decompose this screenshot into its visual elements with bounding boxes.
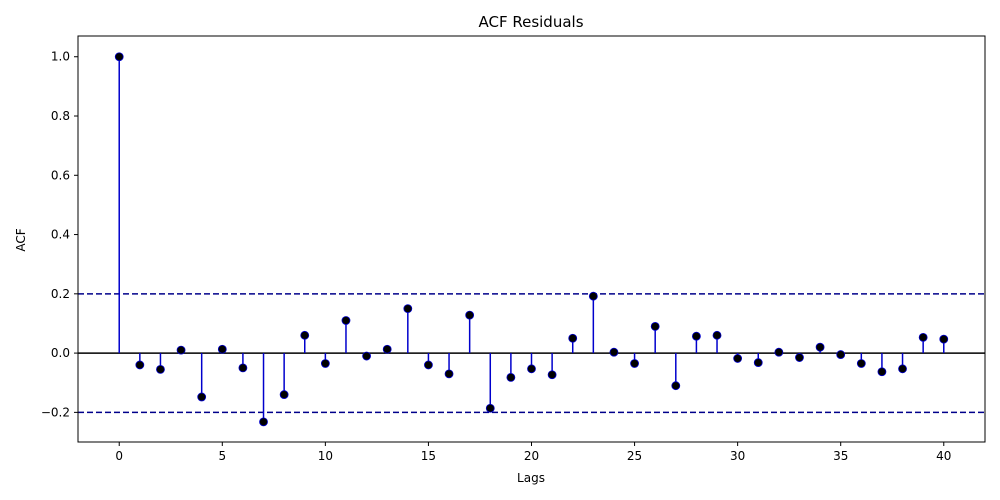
marker-lag-26 bbox=[650, 322, 660, 331]
x-tick-label-20: 20 bbox=[524, 449, 539, 463]
y-tick-label-2: 0.2 bbox=[51, 287, 70, 301]
marker-lag-38 bbox=[898, 364, 907, 374]
marker-lag-30 bbox=[733, 354, 743, 363]
marker-lag-8 bbox=[279, 390, 289, 399]
marker-lag-12 bbox=[362, 351, 371, 361]
marker-lag-37 bbox=[877, 367, 887, 377]
y-axis-label: ACF bbox=[14, 228, 28, 251]
marker-lag-24 bbox=[609, 347, 619, 357]
marker-lag-13 bbox=[382, 344, 392, 354]
marker-lag-15 bbox=[424, 360, 433, 370]
x-tick-label-40: 40 bbox=[936, 449, 951, 463]
y-tick-label-5: 0.8 bbox=[51, 109, 70, 123]
y-tick-label-4: 0.6 bbox=[51, 168, 70, 182]
marker-lag-11 bbox=[341, 316, 351, 325]
marker-lag-22 bbox=[568, 333, 578, 343]
marker-lag-27 bbox=[671, 381, 681, 391]
x-tick-label-10: 10 bbox=[318, 449, 333, 463]
y-tick-label-3: 0.4 bbox=[51, 228, 70, 242]
plot-area: 0 5 10 15 20 25 30 35 40 −0.2 0.0 0.2 0.4 0.6 0.8 1.0 bbox=[41, 35, 986, 463]
x-axis-label: Lags bbox=[517, 471, 545, 485]
marker-lag-1 bbox=[135, 360, 145, 370]
marker-lag-6 bbox=[238, 363, 248, 373]
marker-lag-18 bbox=[485, 403, 495, 413]
marker-lag-29 bbox=[712, 330, 722, 340]
x-tick-label-25: 25 bbox=[627, 449, 642, 463]
marker-lag-3 bbox=[176, 345, 186, 355]
chart-title: ACF Residuals bbox=[478, 13, 583, 31]
x-tick-label-35: 35 bbox=[833, 449, 848, 463]
x-tick-label-0: 0 bbox=[115, 449, 123, 463]
marker-lag-32 bbox=[774, 347, 784, 357]
x-tick-label-30: 30 bbox=[730, 449, 745, 463]
x-tick-label-15: 15 bbox=[421, 449, 436, 463]
marker-lag-33 bbox=[795, 353, 804, 362]
marker-lag-16 bbox=[444, 369, 454, 379]
marker-lag-9 bbox=[300, 330, 310, 340]
marker-lag-40 bbox=[939, 334, 949, 344]
marker-lag-5 bbox=[217, 344, 227, 354]
marker-lag-0 bbox=[114, 52, 124, 62]
x-tick-label-5: 5 bbox=[218, 449, 226, 463]
marker-lag-20 bbox=[527, 364, 536, 374]
marker-lag-19 bbox=[506, 372, 516, 382]
marker-lag-34 bbox=[815, 342, 825, 352]
axes-frame bbox=[77, 35, 986, 443]
marker-lag-17 bbox=[465, 310, 475, 320]
marker-lag-2 bbox=[156, 364, 165, 374]
marker-lag-39 bbox=[918, 332, 928, 342]
marker-lag-23 bbox=[588, 291, 598, 301]
marker-lag-21 bbox=[547, 370, 557, 380]
marker-lag-31 bbox=[753, 358, 763, 367]
marker-lag-14 bbox=[403, 304, 413, 314]
marker-lag-25 bbox=[630, 359, 639, 368]
marker-lag-35 bbox=[836, 350, 846, 359]
y-tick-label-1: 0.0 bbox=[51, 346, 70, 360]
marker-lag-7 bbox=[259, 417, 268, 427]
marker-lag-36 bbox=[856, 359, 866, 368]
marker-lag-28 bbox=[692, 331, 701, 341]
y-tick-label-0: −0.2 bbox=[41, 405, 70, 419]
y-tick-label-6: 1.0 bbox=[51, 50, 70, 64]
marker-lag-10 bbox=[320, 359, 330, 368]
marker-lag-4 bbox=[197, 392, 207, 402]
